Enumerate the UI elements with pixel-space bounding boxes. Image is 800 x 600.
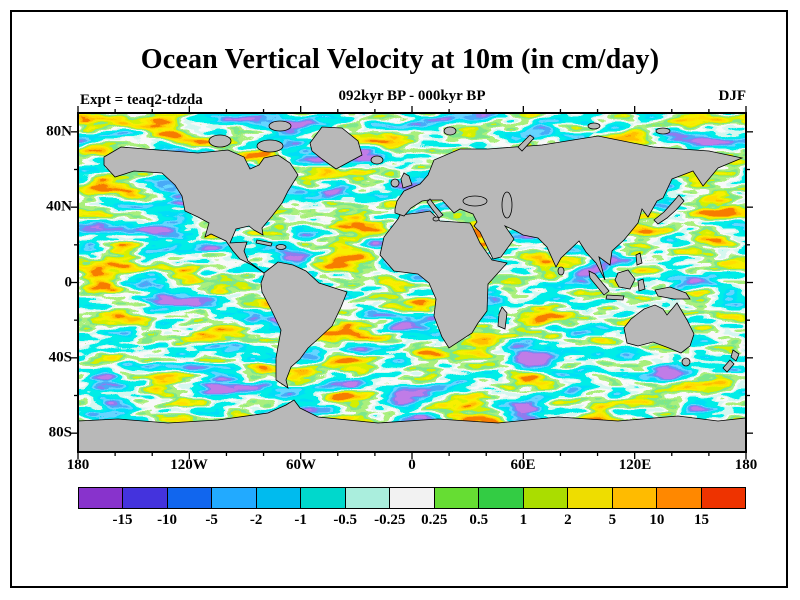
lon-tick-label: 120W [170, 457, 208, 473]
landmass-antarctica [77, 399, 747, 453]
caspian-sea [501, 191, 513, 219]
colorbar-boundary-label: -2 [249, 512, 263, 528]
landmass-hispaniola [275, 244, 287, 250]
landmass-new-guinea [654, 286, 691, 300]
annotation-row: Expt = teaq2-tdzda 092kyr BP - 000kyr BP… [78, 88, 747, 108]
lon-tick-label: 180 [734, 457, 758, 473]
colorbar-boundary-label: -1 [294, 512, 307, 528]
landmass-new-zealand-south [722, 359, 735, 373]
world-map-svg [71, 106, 753, 459]
colorbar-segment [166, 488, 212, 508]
colorbar-segment [700, 488, 746, 508]
map-plot [71, 106, 753, 459]
landmass-iceland [370, 155, 384, 165]
colorbar-segment [122, 488, 167, 508]
landmass-ellesmere-island [268, 120, 292, 132]
colorbar-segment [433, 488, 479, 508]
colorbar [78, 487, 746, 509]
lon-tick-label: 60E [510, 457, 536, 473]
colorbar-boundary-label: -5 [205, 512, 218, 528]
lat-tick-label: 80N [46, 123, 72, 140]
lat-tick-label: 40N [46, 198, 72, 215]
colorbar-labels: -15 -10 -5 -2 -1 -0.5 -0.25 0.25 0.5 1 2 5 10 15 [78, 512, 746, 530]
landmass-new-siberian-islands [655, 127, 671, 135]
colorbar-boundary-label: -0.25 [374, 512, 406, 528]
lon-tick-label: 60W [286, 457, 316, 473]
landmass-baffin-island [256, 139, 284, 153]
colorbar-segment [567, 488, 612, 508]
colorbar-boundary-label: 2 [564, 512, 572, 528]
landmass-victoria-island [208, 134, 232, 148]
colorbar-boundary-label: 0.25 [421, 512, 448, 528]
colorbar-boundary-label: 15 [693, 512, 709, 528]
colorbar-boundary-label: 0.5 [469, 512, 489, 528]
landmass-sulawesi [637, 278, 646, 292]
landmass-south-america [260, 261, 348, 389]
colorbar-segment [255, 488, 301, 508]
landmass-novaya-zemlya [517, 134, 535, 152]
colorbar-boundary-label: 5 [608, 512, 617, 528]
landmass-australia [623, 302, 695, 354]
black-sea [462, 195, 488, 207]
landmass-new-zealand-north [730, 349, 740, 362]
lon-tick-label: 180 [66, 457, 90, 473]
landmass-madagascar [497, 306, 508, 330]
lat-tick-label: 40S [48, 349, 72, 366]
landmass-greenland [309, 126, 363, 170]
colorbar-segment [522, 488, 568, 508]
latitude-axis: 80N 40N 0 40S 80S [28, 113, 72, 452]
experiment-label: Expt = teaq2-tdzda [80, 92, 203, 108]
landmass-severnaya-zemlya [587, 122, 601, 130]
lon-tick-label: 0 [408, 457, 416, 473]
colorbar-boundary-label: -0.5 [333, 512, 358, 528]
period-label: 092kyr BP - 000kyr BP [338, 88, 486, 104]
landmass-borneo [614, 269, 636, 290]
landmass-eurasia [394, 135, 744, 281]
longitude-axis: 180 120W 60W 0 60E 120E 180 [67, 457, 758, 475]
colorbar-boundary-label: -10 [157, 512, 178, 528]
landmass-sicily [432, 216, 440, 222]
map-border [77, 112, 747, 453]
colorbar-segment [478, 488, 523, 508]
landmass-north-america [103, 146, 299, 274]
colorbar-segment [611, 488, 657, 508]
colorbar-boundary-label: -15 [112, 512, 133, 528]
landmass-sumatra [588, 270, 610, 296]
landmass-sri-lanka [557, 266, 565, 276]
colorbar-segment [656, 488, 701, 508]
lat-tick-label: 0 [64, 274, 73, 291]
landmass-philippines [635, 252, 643, 266]
colorbar-segment [389, 488, 434, 508]
colorbar-segment [300, 488, 345, 508]
landmass-svalbard [443, 126, 457, 136]
landmass-africa [379, 210, 508, 349]
figure-frame [10, 10, 788, 588]
lat-tick-label: 80S [48, 424, 72, 441]
landmass-japan [653, 194, 685, 225]
page-title: Ocean Vertical Velocity at 10m (in cm/da… [140, 44, 660, 75]
landmass-tasmania [681, 357, 691, 367]
continents [77, 120, 747, 453]
colorbar-segment [211, 488, 256, 508]
season-label: DJF [718, 88, 747, 104]
landmass-cuba [255, 239, 273, 247]
landmass-java [605, 294, 625, 301]
lon-tick-label: 120E [618, 457, 652, 473]
landmass-britain [400, 172, 413, 189]
colorbar-segment [79, 488, 123, 508]
landmass-ireland [390, 178, 400, 188]
colorbar-boundary-label: 10 [649, 512, 665, 528]
colorbar-segment [344, 488, 390, 508]
colorbar-boundary-label: 1 [519, 512, 528, 528]
